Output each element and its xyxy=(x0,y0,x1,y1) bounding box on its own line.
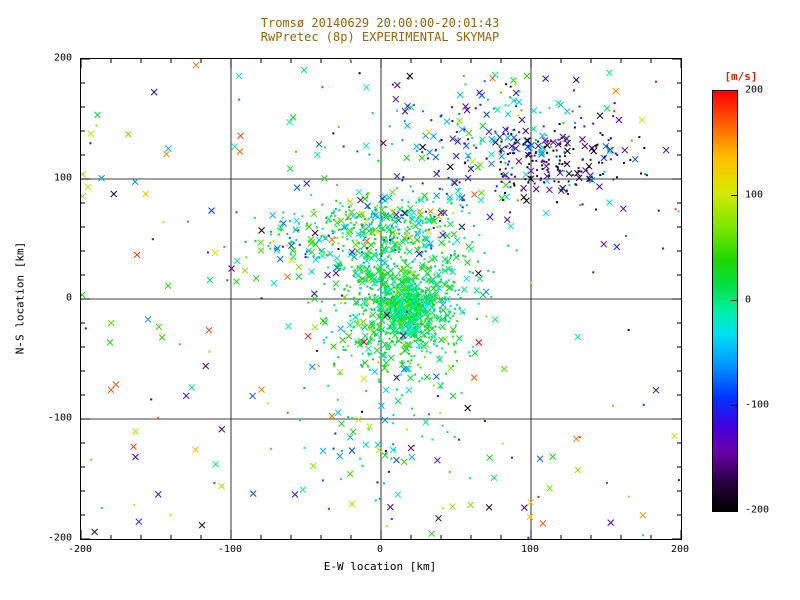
x-tick-label: 100 xyxy=(520,544,540,555)
plot-subtitle: RwPretec (8p) EXPERIMENTAL SKYMAP xyxy=(260,30,500,44)
colorbar-tick-label: -100 xyxy=(745,399,770,411)
y-tick-label: -100 xyxy=(47,412,72,424)
colorbar-unit-label: [m/s] xyxy=(724,70,758,83)
x-axis-label: E-W location [km] xyxy=(323,560,437,573)
colorbar: 200 100 0 -100 -200 xyxy=(712,85,792,516)
y-tick-labels: -200 -100 0 100 200 xyxy=(34,53,76,544)
colorbar-gradient xyxy=(712,90,738,512)
scatter-plot xyxy=(81,59,681,539)
colorbar-tick-label: 0 xyxy=(745,294,752,306)
x-tick-label: -100 xyxy=(217,544,243,555)
colorbar-tick-mark xyxy=(731,300,737,301)
x-tick-label: 200 xyxy=(670,544,690,555)
x-tick-label: 0 xyxy=(376,544,384,555)
x-tick-labels: -200 -100 0 100 200 xyxy=(68,544,689,558)
y-tick-label: 0 xyxy=(65,292,72,304)
colorbar-tick-label: 100 xyxy=(745,189,764,201)
y-tick-label: -200 xyxy=(47,532,72,544)
colorbar-tick-mark xyxy=(731,195,737,196)
colorbar-tick-mark xyxy=(731,510,737,511)
title-block: Tromsø 20140629 20:00:00-20:01:43 RwPret… xyxy=(80,16,680,44)
y-tick-label: 100 xyxy=(53,172,72,184)
y-axis-label: N-S location [km] xyxy=(13,241,27,355)
plot-title: Tromsø 20140629 20:00:00-20:01:43 xyxy=(260,16,500,30)
y-tick-label: 200 xyxy=(53,52,72,64)
colorbar-tick-mark xyxy=(731,405,737,406)
colorbar-tick-label: 200 xyxy=(745,84,764,96)
x-tick-label: -200 xyxy=(67,544,93,555)
colorbar-tick-mark xyxy=(731,90,737,91)
plot-area xyxy=(80,58,682,540)
colorbar-tick-label: -200 xyxy=(745,504,770,516)
